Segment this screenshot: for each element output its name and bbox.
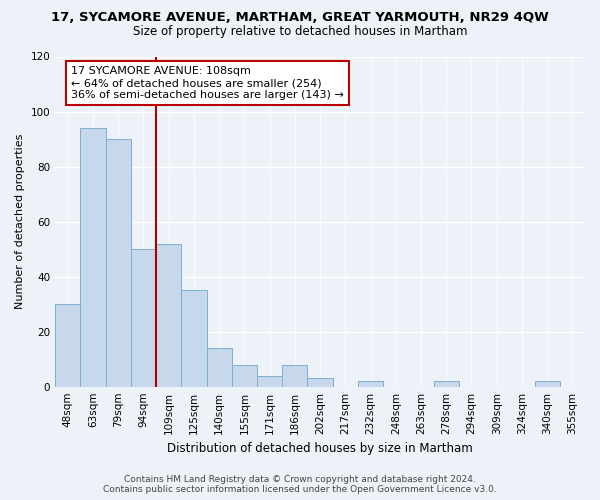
Bar [434,381,459,386]
Bar [282,364,307,386]
Bar [156,244,181,386]
Bar [106,139,131,386]
Text: 17, SYCAMORE AVENUE, MARTHAM, GREAT YARMOUTH, NR29 4QW: 17, SYCAMORE AVENUE, MARTHAM, GREAT YARM… [51,11,549,24]
Text: Size of property relative to detached houses in Martham: Size of property relative to detached ho… [133,25,467,38]
Bar [232,364,257,386]
Bar [55,304,80,386]
Bar [535,381,560,386]
Text: Contains HM Land Registry data © Crown copyright and database right 2024.
Contai: Contains HM Land Registry data © Crown c… [103,474,497,494]
Y-axis label: Number of detached properties: Number of detached properties [15,134,25,310]
Bar [181,290,206,386]
Bar [131,249,156,386]
X-axis label: Distribution of detached houses by size in Martham: Distribution of detached houses by size … [167,442,473,455]
Bar [206,348,232,387]
Bar [358,381,383,386]
Text: 17 SYCAMORE AVENUE: 108sqm
← 64% of detached houses are smaller (254)
36% of sem: 17 SYCAMORE AVENUE: 108sqm ← 64% of deta… [71,66,344,100]
Bar [257,376,282,386]
Bar [307,378,332,386]
Bar [80,128,106,386]
